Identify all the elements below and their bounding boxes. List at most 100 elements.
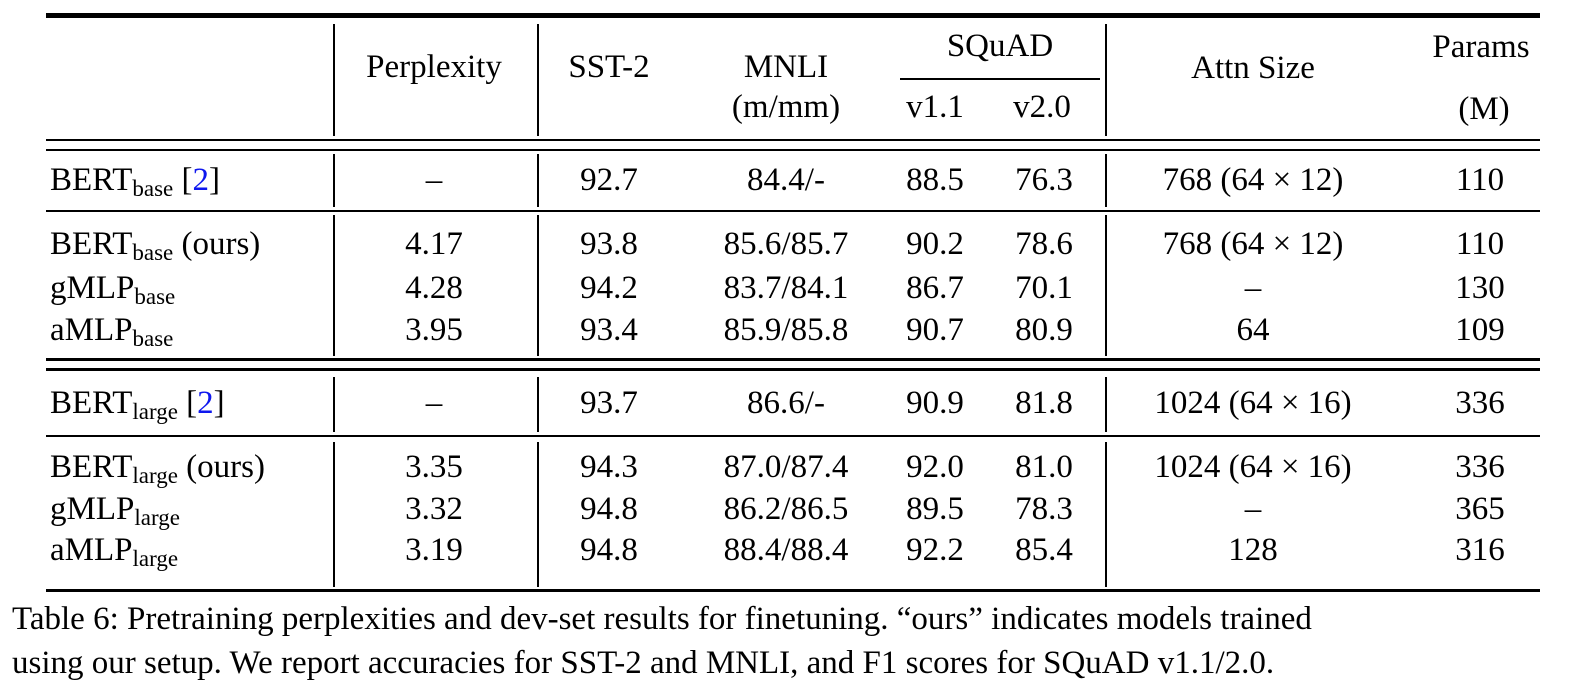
cell-attn-size: 128 xyxy=(1228,532,1278,568)
table-row: BERTbase [2] – 92.7 84.4/- 88.5 76.3 768… xyxy=(0,160,1582,200)
column-separator xyxy=(333,154,335,207)
cell-params: 336 xyxy=(1455,449,1505,485)
cell-perplexity: 4.28 xyxy=(405,270,463,306)
model-base-name: BERT xyxy=(50,449,133,485)
column-separator xyxy=(333,24,335,136)
cell-perplexity: – xyxy=(425,162,443,198)
citation-bracket: ] xyxy=(208,162,220,198)
model-base-name: aMLP xyxy=(50,312,133,348)
cell-attn-size: 64 xyxy=(1236,312,1270,348)
table-top-rule xyxy=(46,13,1540,18)
cell-squad-v20: 78.3 xyxy=(1015,491,1073,527)
citation-bracket: [ xyxy=(177,385,198,421)
column-separator xyxy=(1105,442,1107,587)
cell-params: 130 xyxy=(1455,270,1505,306)
cell-params: 316 xyxy=(1455,532,1505,568)
table-bottom-rule xyxy=(46,589,1540,592)
squad-group-underline xyxy=(900,78,1100,80)
cell-sst2: 94.3 xyxy=(580,449,638,485)
table-row: BERTlarge (ours) 3.35 94.3 87.0/87.4 92.… xyxy=(0,447,1582,487)
col-header-squad-v20: v2.0 xyxy=(1013,89,1071,125)
cell-mnli: 86.2/86.5 xyxy=(723,491,849,527)
cell-mnli: 83.7/84.1 xyxy=(723,270,849,306)
model-size-subscript: base xyxy=(132,326,174,351)
cell-squad-v20: 85.4 xyxy=(1015,532,1073,568)
header-double-rule-b xyxy=(46,148,1540,151)
cell-attn-size: 768 (64 × 12) xyxy=(1162,226,1344,262)
column-separator xyxy=(333,442,335,587)
cell-mnli: 88.4/88.4 xyxy=(723,532,849,568)
cell-sst2: 93.4 xyxy=(580,312,638,348)
table-caption-line-2: using our setup. We report accuracies fo… xyxy=(12,645,1275,681)
model-size-subscript: large xyxy=(134,505,180,530)
column-separator xyxy=(333,377,335,432)
model-name: BERTlarge (ours) xyxy=(50,447,265,487)
cell-attn-size: – xyxy=(1244,270,1262,306)
table-row: BERTbase (ours) 4.17 93.8 85.6/85.7 90.2… xyxy=(0,224,1582,264)
table-row: aMLPbase 3.95 93.4 85.9/85.8 90.7 80.9 6… xyxy=(0,310,1582,350)
model-name: BERTbase (ours) xyxy=(50,224,260,264)
cell-sst2: 93.7 xyxy=(580,385,638,421)
cell-mnli: 85.9/85.8 xyxy=(723,312,849,348)
col-header-attn-size: Attn Size xyxy=(1191,50,1315,86)
citation-bracket: ] xyxy=(213,385,225,421)
cell-perplexity: 3.19 xyxy=(405,532,463,568)
citation-link[interactable]: 2 xyxy=(192,162,209,198)
model-name: aMLPbase xyxy=(50,310,173,350)
cell-perplexity: 3.35 xyxy=(405,449,463,485)
cell-squad-v11: 90.7 xyxy=(906,312,964,348)
model-name: gMLPbase xyxy=(50,268,175,308)
header-double-rule-a xyxy=(46,138,1540,141)
model-base-name: aMLP xyxy=(50,532,133,568)
mid-rule-2 xyxy=(46,434,1540,437)
cell-squad-v11: 92.0 xyxy=(906,449,964,485)
cell-squad-v20: 76.3 xyxy=(1015,162,1073,198)
cell-perplexity: – xyxy=(425,385,443,421)
cell-attn-size: – xyxy=(1244,491,1262,527)
cell-squad-v20: 80.9 xyxy=(1015,312,1073,348)
column-separator xyxy=(1105,377,1107,432)
model-size-subscript: base xyxy=(134,284,176,309)
cell-squad-v20: 81.8 xyxy=(1015,385,1073,421)
model-size-subscript: large xyxy=(132,546,179,571)
cell-mnli: 86.6/- xyxy=(747,385,825,421)
table-row: gMLPbase 4.28 94.2 83.7/84.1 86.7 70.1 –… xyxy=(0,268,1582,308)
table-row: BERTlarge [2] – 93.7 86.6/- 90.9 81.8 10… xyxy=(0,383,1582,423)
cell-sst2: 93.8 xyxy=(580,226,638,262)
column-separator xyxy=(333,215,335,356)
cell-sst2: 92.7 xyxy=(580,162,638,198)
cell-attn-size: 1024 (64 × 16) xyxy=(1154,385,1352,421)
cell-squad-v11: 88.5 xyxy=(906,162,964,198)
model-size-subscript: large xyxy=(132,399,178,424)
col-header-sst2: SST-2 xyxy=(568,49,650,85)
cell-squad-v20: 81.0 xyxy=(1015,449,1073,485)
citation-link[interactable]: 2 xyxy=(197,385,214,421)
model-base-name: gMLP xyxy=(50,491,135,527)
model-base-name: BERT xyxy=(50,162,133,198)
col-header-squad-v11: v1.1 xyxy=(906,89,964,125)
group-double-rule-a xyxy=(46,358,1540,361)
col-header-mnli-sub: (m/mm) xyxy=(731,89,841,125)
column-separator xyxy=(537,377,539,432)
mid-rule-1 xyxy=(46,209,1540,212)
model-base-name: gMLP xyxy=(50,270,135,306)
cell-attn-size: 1024 (64 × 16) xyxy=(1154,449,1352,485)
col-header-params: Params xyxy=(1432,29,1530,65)
model-size-subscript: base xyxy=(132,240,174,265)
col-header-squad: SQuAD xyxy=(946,28,1054,64)
model-suffix: (ours) xyxy=(173,226,261,262)
cell-perplexity: 3.32 xyxy=(405,491,463,527)
cell-perplexity: 3.95 xyxy=(405,312,463,348)
model-base-name: BERT xyxy=(50,226,133,262)
cell-mnli: 87.0/87.4 xyxy=(723,449,849,485)
cell-squad-v11: 90.2 xyxy=(906,226,964,262)
cell-params: 336 xyxy=(1455,385,1505,421)
column-separator xyxy=(1105,154,1107,207)
table-row: gMLPlarge 3.32 94.8 86.2/86.5 89.5 78.3 … xyxy=(0,489,1582,529)
cell-squad-v20: 70.1 xyxy=(1015,270,1073,306)
cell-mnli: 85.6/85.7 xyxy=(723,226,849,262)
model-name: BERTbase [2] xyxy=(50,160,220,200)
cell-sst2: 94.8 xyxy=(580,532,638,568)
model-suffix: (ours) xyxy=(177,449,265,485)
